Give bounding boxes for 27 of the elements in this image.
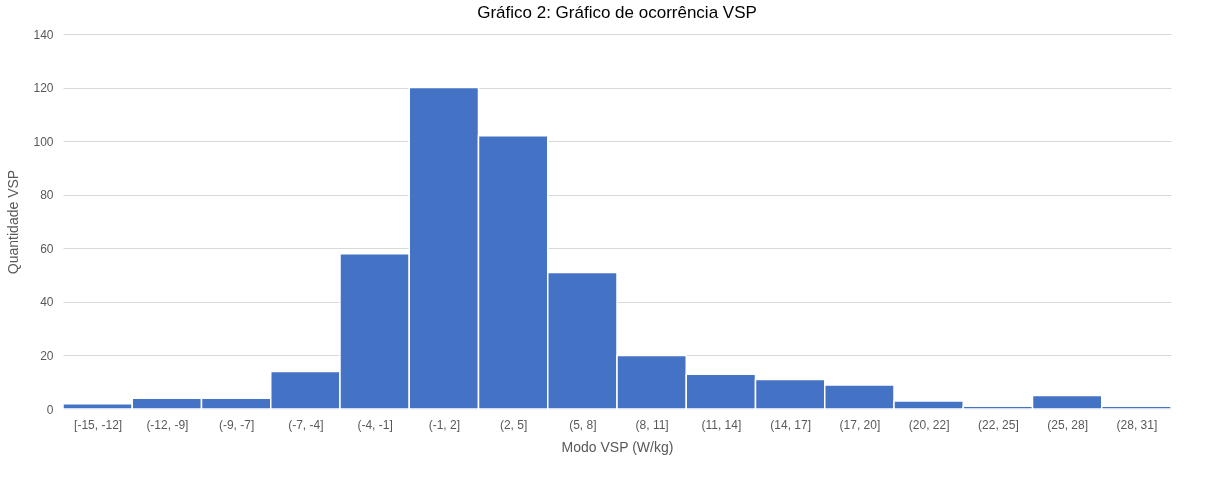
x-tick-label: [-15, -12]: [74, 417, 123, 432]
y-tick-label: 60: [40, 241, 54, 256]
y-tick-label: 120: [33, 81, 54, 96]
x-tick-label: (2, 5]: [499, 417, 528, 432]
x-tick-label: (14, 17]: [770, 417, 811, 432]
y-tick-label: 0: [46, 402, 54, 417]
x-tick-label: (-1, 2]: [428, 417, 461, 432]
x-axis-title: Modo VSP (W/kg): [561, 438, 674, 455]
chart-title: Gráfico 2: Gráfico de ocorrência VSP: [477, 3, 757, 22]
y-tick-label: 80: [40, 188, 54, 203]
y-tick-label: 20: [40, 348, 54, 363]
x-tick-label: (22, 25]: [978, 417, 1019, 432]
x-tick-label: (-12, -9]: [146, 417, 189, 432]
x-tick-label: (8, 11]: [635, 417, 669, 432]
x-tick-label: (11, 14]: [701, 417, 742, 432]
y-tick-label: 140: [33, 27, 54, 42]
x-tick-label: (-7, -4]: [288, 417, 324, 432]
x-tick-label: (-9, -7]: [218, 417, 255, 432]
x-tick-label: (17, 20]: [839, 417, 881, 432]
y-axis-title: Quantidade VSP: [5, 169, 22, 275]
y-tick-label: 100: [33, 134, 54, 149]
y-tick-label: 40: [40, 295, 54, 310]
x-tick-label: (5, 8]: [569, 417, 597, 432]
x-tick-label: (20, 22]: [908, 417, 950, 432]
x-tick-label: (28, 31]: [1116, 417, 1158, 432]
x-tick-label: (-4, -1]: [357, 417, 393, 432]
x-tick-label: (25, 28]: [1047, 417, 1088, 432]
